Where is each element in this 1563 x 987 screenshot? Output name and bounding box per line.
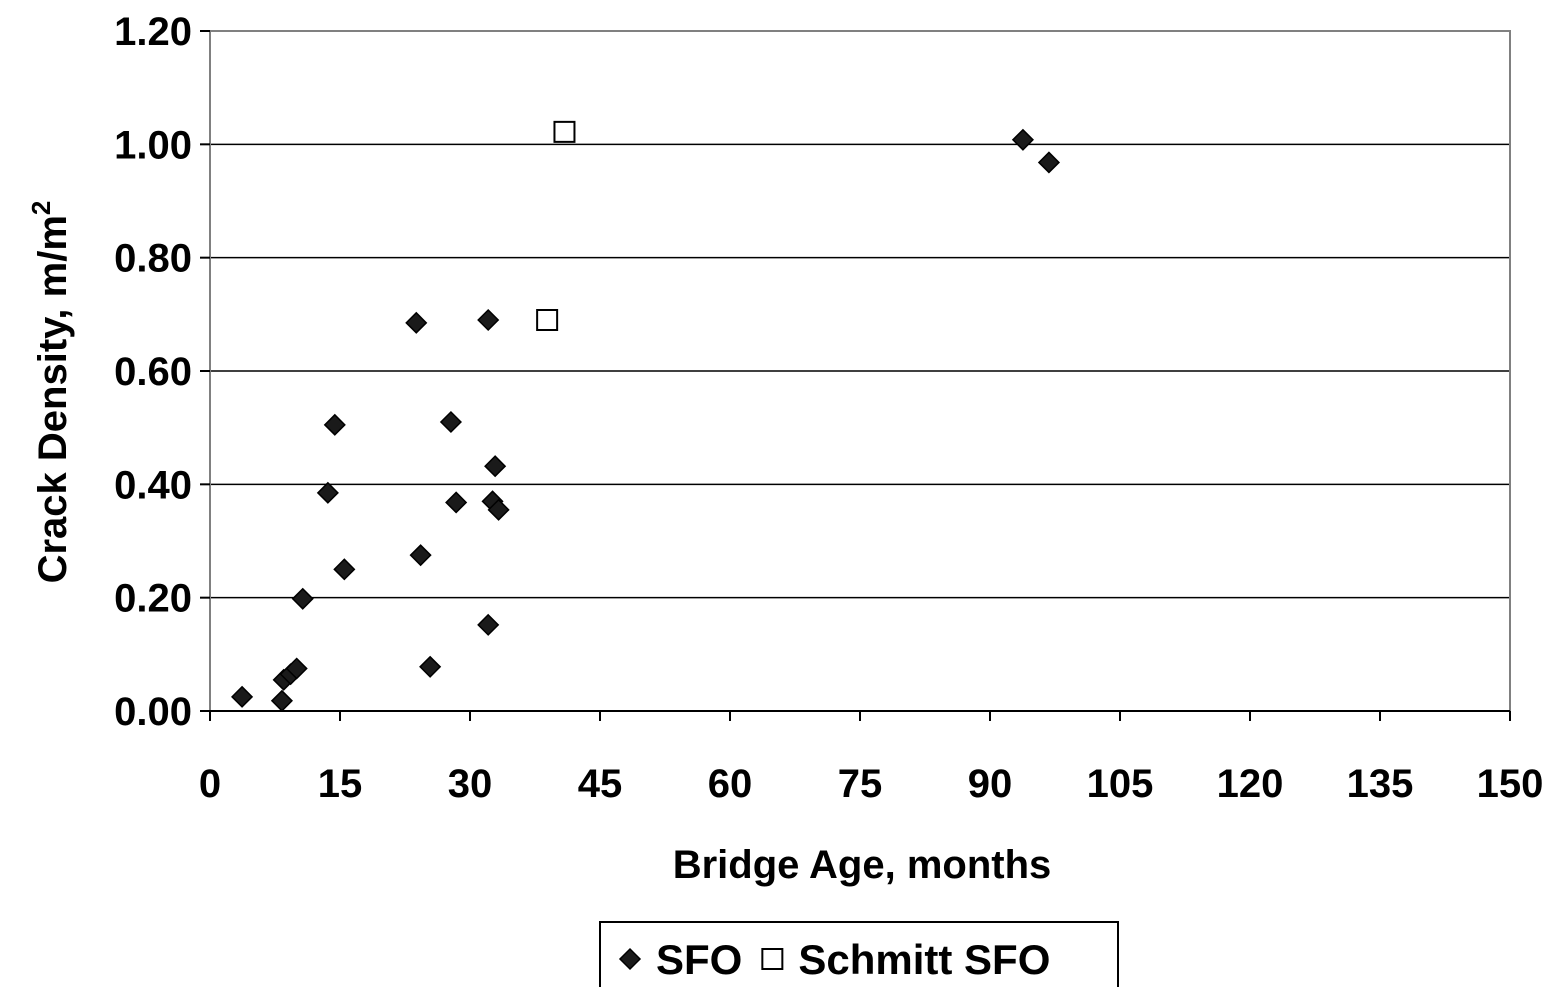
x-tick-label: 150: [1477, 762, 1544, 806]
data-point-schmitt-sfo: [537, 310, 557, 330]
x-tick-label: 90: [968, 762, 1013, 806]
tick-labels: 0.00 0.20 0.40 0.60 0.80 1.00 1.20 0 15 30 45 60 75 9…: [114, 10, 1543, 806]
y-axis-title-superscript: 2: [26, 201, 56, 215]
series-sfo: [232, 130, 1059, 711]
legend-label: Schmitt SFO: [798, 936, 1050, 983]
x-tick-label: 45: [578, 762, 623, 806]
y-tick-label: 0.40: [114, 463, 192, 507]
y-tick-label: 0.60: [114, 350, 192, 394]
x-tick-label: 75: [838, 762, 883, 806]
data-point-sfo: [318, 483, 338, 503]
data-point-sfo: [325, 415, 345, 435]
data-point-sfo: [232, 687, 252, 707]
x-axis-title: Bridge Age, months: [673, 843, 1052, 887]
y-tick-label: 0.80: [114, 237, 192, 281]
x-tick-label: 135: [1347, 762, 1414, 806]
y-tick-label: 1.00: [114, 123, 192, 167]
data-points: [232, 122, 1059, 711]
x-tick-label: 120: [1217, 762, 1284, 806]
y-axis-title: Crack Density, m/m2: [26, 201, 75, 584]
y-tick-label: 0.20: [114, 577, 192, 621]
x-tick-label: 60: [708, 762, 753, 806]
legend-marker-schmitt-sfo: [762, 949, 782, 969]
data-point-sfo: [406, 313, 426, 333]
data-point-sfo: [411, 545, 431, 565]
data-point-sfo: [485, 456, 505, 476]
data-point-sfo: [334, 559, 354, 579]
grid-lines: [210, 144, 1510, 597]
x-tick-label: 0: [199, 762, 221, 806]
data-point-schmitt-sfo: [554, 122, 574, 142]
y-tick-label: 0.00: [114, 690, 192, 734]
data-point-sfo: [272, 691, 292, 711]
data-point-sfo: [1013, 130, 1033, 150]
data-point-sfo: [446, 492, 466, 512]
x-tick-label: 105: [1087, 762, 1154, 806]
legend: SFO Schmitt SFO: [600, 922, 1118, 987]
legend-label: SFO: [656, 936, 742, 983]
y-axis-title-text: Crack Density, m/m: [31, 215, 75, 583]
data-point-sfo: [1039, 152, 1059, 172]
axes: [200, 31, 1510, 721]
x-tick-label: 30: [448, 762, 493, 806]
y-tick-label: 1.20: [114, 10, 192, 54]
x-tick-label: 15: [318, 762, 363, 806]
data-point-sfo: [478, 310, 498, 330]
data-point-sfo: [478, 615, 498, 635]
series-schmitt-sfo: [537, 122, 574, 330]
data-point-sfo: [441, 412, 461, 432]
data-point-sfo: [293, 589, 313, 609]
legend-entries: SFO Schmitt SFO: [620, 936, 1050, 983]
data-point-sfo: [420, 657, 440, 677]
